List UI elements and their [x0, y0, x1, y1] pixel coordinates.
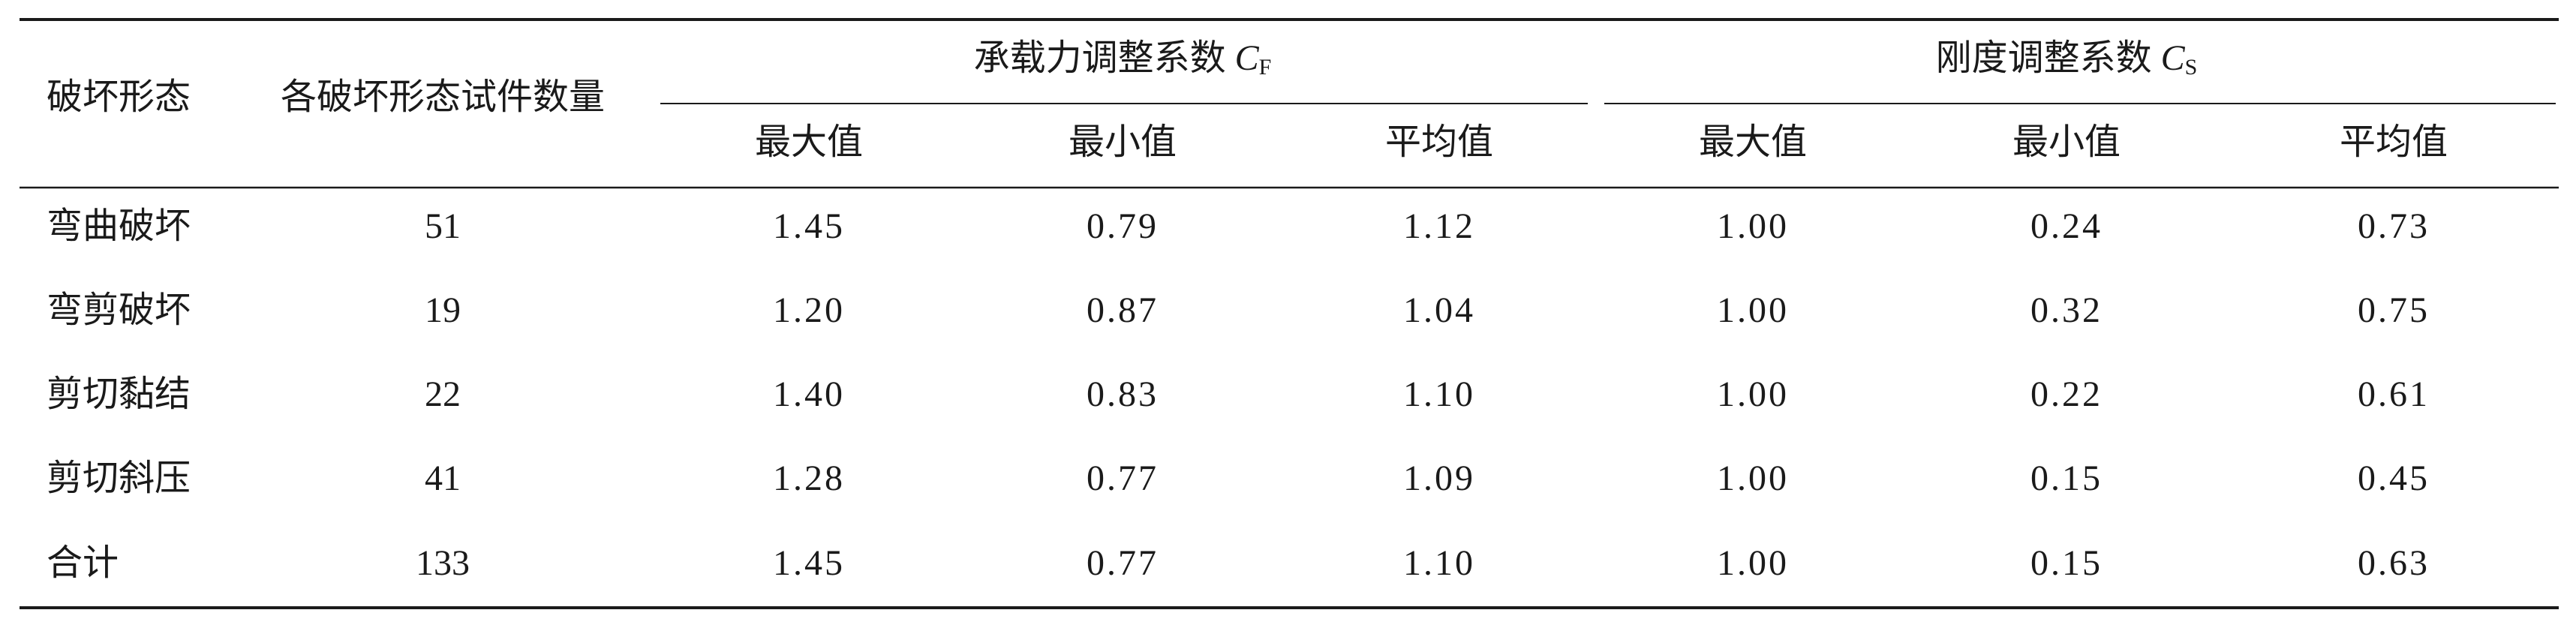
- cell: 0.87: [1087, 290, 1159, 330]
- subheader: 平均值: [2340, 122, 2448, 162]
- cell: 1.20: [773, 290, 845, 330]
- cell: 41: [425, 458, 461, 498]
- cell: 0.15: [2030, 458, 2103, 498]
- subheader: 最大值: [1699, 122, 1807, 162]
- cell: 0.22: [2030, 374, 2103, 414]
- cell: 133: [416, 543, 470, 583]
- group-symbol: C: [1235, 38, 1260, 78]
- cell: 19: [425, 290, 461, 330]
- cell: 1.28: [773, 458, 845, 498]
- cell: 0.32: [2030, 290, 2103, 330]
- group-title: 承载力调整系数: [974, 38, 1226, 78]
- header-mode: 破坏形态: [47, 77, 191, 117]
- cell: 0.15: [2030, 543, 2103, 583]
- cell: 1.45: [773, 543, 845, 583]
- cell: 1.40: [773, 374, 845, 414]
- cell: 1.10: [1403, 543, 1475, 583]
- cell: 1.00: [1717, 458, 1789, 498]
- subheader: 最小值: [1069, 122, 1177, 162]
- subheader: 平均值: [1385, 122, 1493, 162]
- cell: 0.61: [2358, 374, 2430, 414]
- cell: 1.00: [1717, 206, 1789, 246]
- cell: 1.00: [1717, 290, 1789, 330]
- cell: 1.00: [1717, 374, 1789, 414]
- group-subscript: F: [1259, 55, 1272, 80]
- group-title: 刚度调整系数: [1936, 38, 2152, 78]
- subheader: 最大值: [755, 122, 863, 162]
- group-header: 承载力调整系数 CF: [974, 38, 1272, 80]
- cell: 0.63: [2358, 543, 2430, 583]
- cell: 0.77: [1087, 458, 1159, 498]
- cell: 0.77: [1087, 543, 1159, 583]
- group-subscript: S: [2185, 55, 2198, 80]
- row-label: 弯曲破坏: [47, 206, 191, 246]
- cell: 0.79: [1087, 206, 1159, 246]
- cell: 1.04: [1403, 290, 1475, 330]
- row-label: 剪切黏结: [47, 374, 191, 414]
- cell: 1.00: [1717, 543, 1789, 583]
- cell: 1.45: [773, 206, 845, 246]
- cell: 0.75: [2358, 290, 2430, 330]
- header-count: 各破坏形态试件数量: [281, 77, 605, 117]
- cell: 0.45: [2358, 458, 2430, 498]
- cell: 51: [425, 206, 461, 246]
- cell: 0.73: [2358, 206, 2430, 246]
- cell: 22: [425, 374, 461, 414]
- row-label: 剪切斜压: [47, 458, 191, 498]
- cell: 1.12: [1403, 206, 1475, 246]
- row-label: 弯剪破坏: [47, 290, 191, 330]
- cell: 0.83: [1087, 374, 1159, 414]
- group-header: 刚度调整系数 CS: [1936, 38, 2198, 80]
- row-label: 合计: [47, 543, 119, 583]
- cell: 1.09: [1403, 458, 1475, 498]
- cell: 1.10: [1403, 374, 1475, 414]
- subheader: 最小值: [2012, 122, 2121, 162]
- cell: 0.24: [2030, 206, 2103, 246]
- group-symbol: C: [2161, 38, 2186, 78]
